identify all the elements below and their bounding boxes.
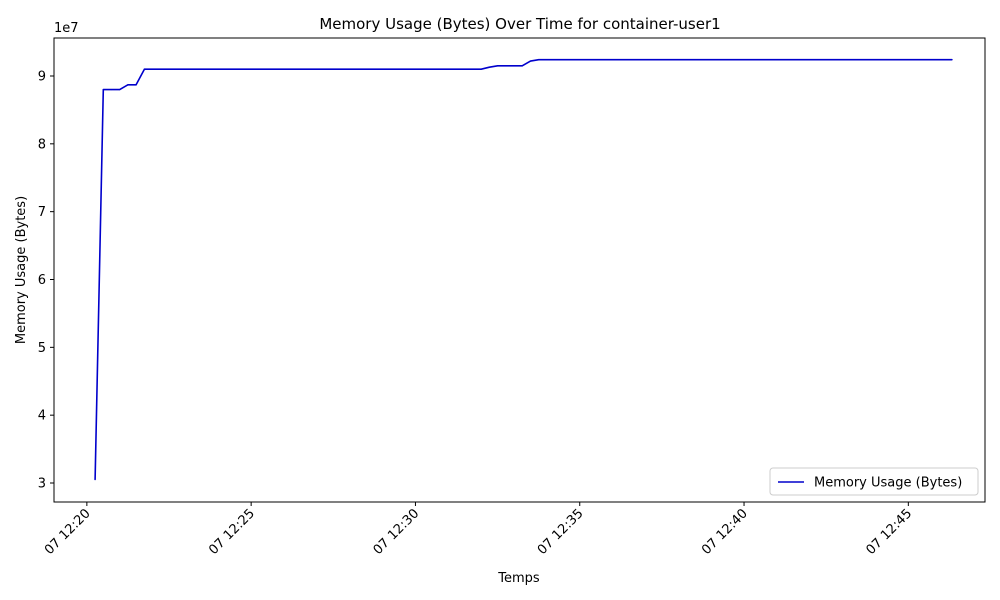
data-point [94, 479, 96, 481]
data-point [951, 59, 953, 61]
data-point [151, 68, 154, 70]
y-tick-label: 6 [38, 273, 46, 288]
x-tick-label: 07 12:25 [206, 506, 258, 558]
series-points [94, 59, 953, 481]
y-tick-label: 4 [38, 409, 46, 424]
y-axis-label: Memory Usage (Bytes) [14, 196, 29, 344]
y-offset-label: 1e7 [54, 21, 79, 36]
y-tick-label: 3 [38, 477, 46, 492]
x-tick-label: 07 12:30 [371, 506, 423, 558]
data-point [480, 68, 482, 70]
data-point [513, 65, 515, 67]
chart-title: Memory Usage (Bytes) Over Time for conta… [319, 15, 720, 33]
data-point [488, 66, 490, 68]
plot-area-frame [53, 37, 986, 503]
x-tick-label: 07 12:40 [699, 506, 751, 558]
data-point [250, 68, 252, 70]
data-point [743, 59, 745, 61]
data-point [529, 60, 532, 62]
legend-box [769, 467, 979, 496]
y-tick-label: 5 [38, 341, 46, 356]
data-point [127, 84, 129, 86]
y-tick-label: 8 [38, 137, 46, 152]
data-point [143, 68, 145, 70]
data-point [546, 59, 548, 61]
x-tick-label: 07 12:20 [42, 506, 94, 558]
legend-label: Memory Usage (Bytes) [814, 476, 962, 491]
data-point [102, 88, 104, 91]
data-point [414, 68, 417, 70]
series-line [94, 58, 953, 480]
x-tick-label: 07 12:45 [863, 506, 915, 558]
data-point [496, 65, 499, 67]
data-point [538, 59, 540, 61]
y-tick-label: 7 [38, 205, 46, 220]
y-tick-label: 9 [38, 69, 46, 84]
y-axis-ticks: 3 4 5 6 7 8 9 [38, 69, 54, 492]
x-tick-label: 07 12:35 [535, 506, 587, 558]
data-point [521, 65, 523, 67]
legend: Memory Usage (Bytes) [769, 467, 979, 496]
data-point [110, 88, 113, 91]
data-point [119, 88, 121, 91]
x-axis-ticks: 07 12:20 07 12:25 07 12:30 07 12:35 07 12:40… [42, 502, 915, 558]
data-point [135, 84, 137, 86]
x-axis-label: Temps [497, 571, 540, 586]
